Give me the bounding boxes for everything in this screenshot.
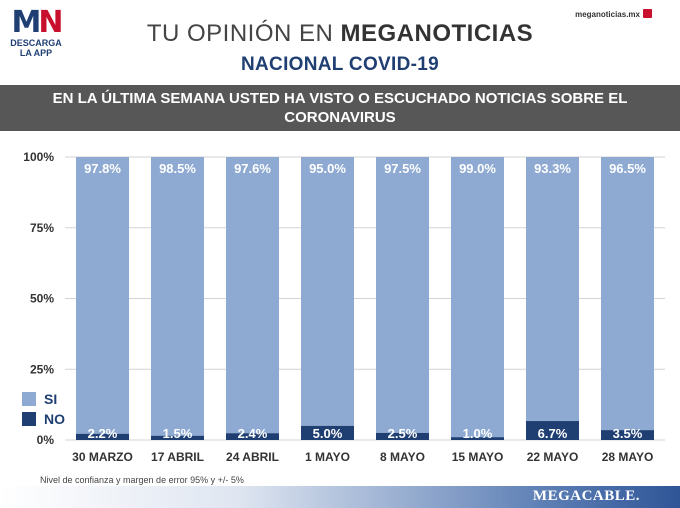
- y-tick-label: 75%: [30, 221, 54, 235]
- bar-no: [226, 433, 279, 440]
- bar-si: [76, 157, 129, 434]
- legend-item-no: NO: [22, 409, 65, 429]
- stacked-bar-chart: 100% 75% 50% 25% 0% 97.8% 2.2% 98.5% 1.5% 97.6% 2…: [23, 150, 665, 464]
- y-tick-label: 0%: [37, 433, 55, 447]
- y-tick-label: 100%: [23, 150, 54, 164]
- bar-no: [451, 437, 504, 440]
- value-label-no: 3.5%: [613, 426, 643, 441]
- value-label-si: 95.0%: [309, 161, 346, 176]
- bar-si: [376, 157, 429, 433]
- value-label-si: 97.5%: [384, 161, 421, 176]
- value-label-no: 1.5%: [163, 426, 193, 441]
- value-label-no: 5.0%: [313, 426, 343, 441]
- title-bold: MEGANOTICIAS: [340, 20, 534, 47]
- bar-no: [76, 433, 129, 440]
- x-tick-label: 1 MAYO: [305, 450, 350, 464]
- bar-si: [151, 157, 204, 436]
- bar-si: [301, 157, 354, 426]
- bar-si: [451, 157, 504, 438]
- bar-si: [226, 157, 279, 434]
- bar-si: [526, 157, 579, 422]
- title-light: TU OPINIÓN EN: [146, 20, 341, 47]
- site-url: meganoticias.mx: [575, 10, 640, 19]
- bar-no: [526, 421, 579, 440]
- x-tick-label: 22 MAYO: [527, 450, 579, 464]
- y-tick-label: 25%: [30, 362, 54, 376]
- x-axis: 30 MARZO 17 ABRIL 24 ABRIL 1 MAYO 8 MAYO 15 M…: [72, 450, 653, 464]
- value-label-si: 99.0%: [459, 161, 496, 176]
- y-tick-label: 50%: [30, 292, 54, 306]
- footer-bar: [0, 486, 680, 508]
- value-label-no: 2.4%: [238, 426, 268, 441]
- legend-swatch-no: [22, 412, 36, 426]
- legend-item-si: SI: [22, 389, 65, 409]
- x-tick-label: 30 MARZO: [72, 450, 133, 464]
- bar-no: [376, 432, 429, 440]
- legend: SI NO: [22, 389, 65, 429]
- bar-no: [151, 435, 204, 440]
- legend-label-si: SI: [44, 391, 58, 407]
- page-title: TU OPINIÓN EN MEGANOTICIAS: [0, 20, 680, 48]
- value-label-si: 96.5%: [609, 161, 646, 176]
- value-label-no: 6.7%: [538, 426, 568, 441]
- x-tick-label: 15 MAYO: [452, 450, 504, 464]
- value-label-si: 97.8%: [84, 161, 121, 176]
- value-label-no: 2.5%: [388, 426, 418, 441]
- question-banner: EN LA ÚLTIMA SEMANA USTED HA VISTO O ESC…: [0, 85, 680, 131]
- meganoticias-logo[interactable]: MN DESCARGA LA APP: [10, 5, 64, 59]
- x-tick-label: 8 MAYO: [380, 450, 425, 464]
- x-tick-label: 24 ABRIL: [226, 450, 279, 464]
- value-label-no: 1.0%: [463, 426, 493, 441]
- logo-download-line2: LA APP: [19, 48, 53, 58]
- legend-swatch-si: [22, 392, 36, 406]
- value-label-no: 2.2%: [88, 426, 118, 441]
- logo-download-line1: DESCARGA: [10, 38, 62, 48]
- value-label-si: 93.3%: [534, 161, 571, 176]
- megacable-brand: MEGACABLE.: [532, 488, 640, 504]
- site-flag-icon: [643, 9, 652, 18]
- legend-label-no: NO: [44, 411, 65, 427]
- bar-si: [601, 157, 654, 431]
- bar-no: [601, 430, 654, 440]
- x-tick-label: 17 ABRIL: [151, 450, 204, 464]
- bars: 97.8% 2.2% 98.5% 1.5% 97.6% 2.4% 95.0% 5.0% 97.5…: [76, 157, 654, 441]
- logo-mark: MN: [11, 5, 64, 40]
- bar-no: [301, 425, 354, 440]
- confidence-note: Nivel de confianza y margen de error 95%…: [40, 475, 244, 485]
- y-axis: 100% 75% 50% 25% 0%: [23, 150, 54, 447]
- value-label-si: 98.5%: [159, 161, 196, 176]
- page-subtitle: NACIONAL COVID-19: [241, 54, 439, 75]
- x-tick-label: 28 MAYO: [602, 450, 654, 464]
- value-label-si: 97.6%: [234, 161, 271, 176]
